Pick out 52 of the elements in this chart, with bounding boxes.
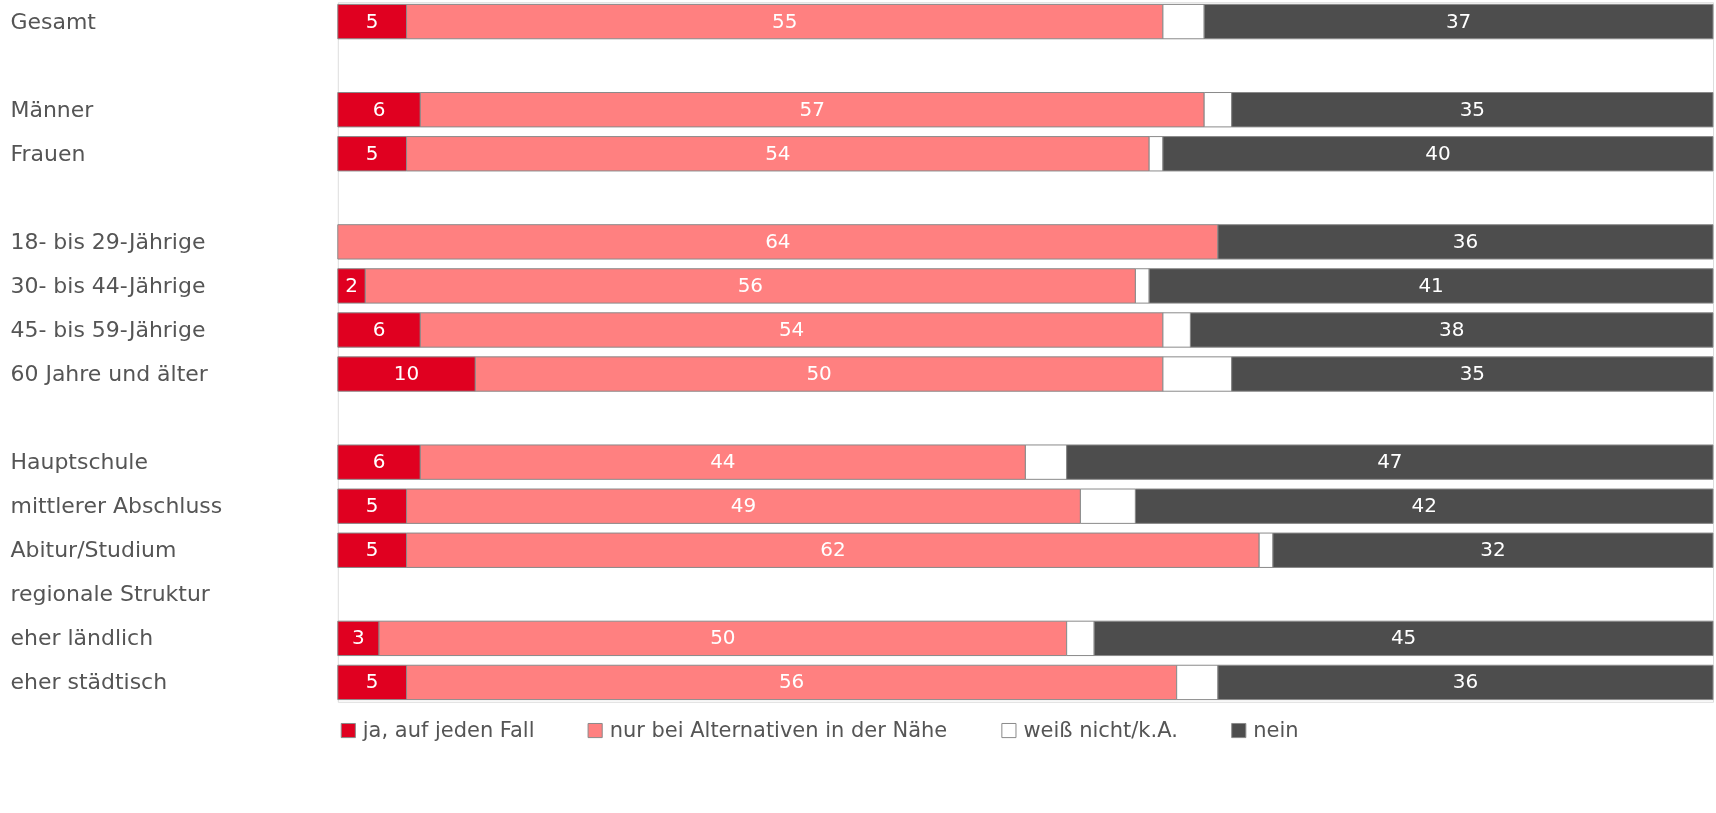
data-label: 54 (778, 316, 805, 341)
y-tick-label: Frauen (10, 140, 86, 166)
data-label: 64 (765, 228, 791, 253)
data-label: 36 (1452, 228, 1479, 253)
y-tick-label: regionale Struktur (10, 581, 211, 607)
data-label: 6 (372, 449, 386, 474)
data-label: 35 (1459, 361, 1486, 386)
data-label: 45 (1390, 625, 1417, 650)
data-label: 5 (365, 8, 379, 33)
data-label: 6 (372, 96, 386, 121)
y-tick-label: 30- bis 44-Jährige (10, 272, 206, 298)
y-tick-label: 18- bis 29-Jährige (10, 228, 206, 254)
data-label: 54 (765, 140, 791, 165)
data-label: 42 (1411, 493, 1437, 518)
data-label: 32 (1480, 537, 1506, 562)
data-label: 49 (730, 493, 757, 518)
y-tick-label: Gesamt (10, 8, 97, 34)
legend-label: weiß nicht/k.A. (1023, 717, 1178, 742)
data-label: 5 (365, 537, 379, 562)
data-label: 50 (710, 625, 736, 650)
legend-label: nein (1253, 717, 1299, 742)
y-tick-label: 60 Jahre und älter (10, 361, 209, 387)
y-tick-label: eher ländlich (10, 625, 154, 651)
legend-label: nur bei Alternativen in der Nähe (609, 717, 948, 742)
data-label: 37 (1445, 8, 1472, 33)
data-label: 36 (1452, 669, 1479, 694)
data-label: 10 (393, 361, 420, 386)
data-label: 3 (352, 625, 365, 650)
data-label: 57 (799, 96, 825, 121)
data-label: 55 (772, 8, 798, 33)
y-tick-label: eher städtisch (10, 669, 168, 695)
data-label: 44 (710, 449, 736, 474)
data-label: 38 (1439, 316, 1465, 341)
data-label: 6 (372, 316, 386, 341)
legend-label: ja, auf jeden Fall (361, 717, 535, 742)
y-tick-label: mittlerer Abschluss (10, 493, 223, 519)
data-label: 5 (365, 493, 379, 518)
data-label: 56 (737, 272, 764, 297)
data-label: 41 (1418, 272, 1444, 297)
data-label: 62 (820, 537, 846, 562)
y-tick-label: Hauptschule (10, 449, 148, 475)
y-tick-label: Abitur/Studium (10, 537, 177, 563)
data-label: 50 (806, 361, 832, 386)
data-label: 56 (778, 669, 805, 694)
data-label: 40 (1425, 140, 1451, 165)
data-label: 2 (345, 272, 358, 297)
data-label: 5 (365, 140, 379, 165)
data-label: 47 (1377, 449, 1403, 474)
y-tick-label: Männer (10, 96, 95, 122)
y-tick-label: 45- bis 59-Jährige (10, 316, 206, 342)
data-label: 35 (1459, 96, 1486, 121)
data-label: 5 (365, 669, 379, 694)
